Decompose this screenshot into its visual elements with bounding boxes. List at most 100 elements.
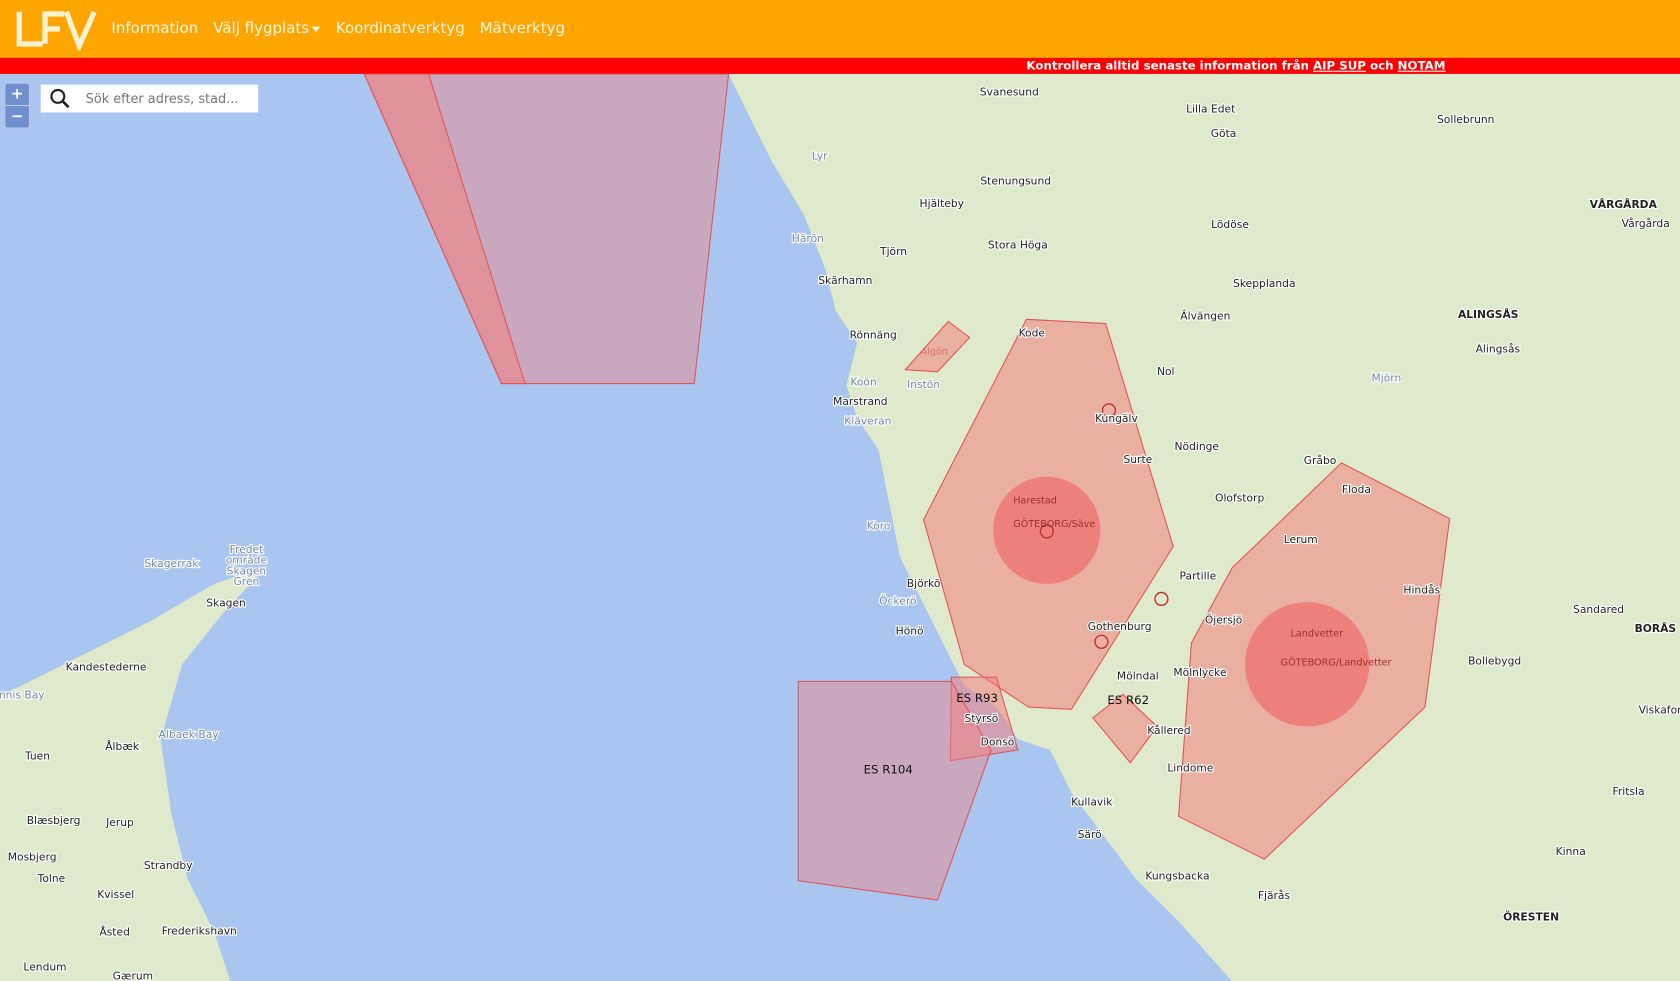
place-label: Floda (1342, 483, 1371, 496)
place-label: Stora Höga (988, 239, 1048, 252)
nav-information[interactable]: Information (111, 20, 199, 38)
place-label: Kållered (1147, 724, 1190, 737)
place-label: Härön (792, 232, 824, 245)
place-label: Fredet område Skagen Gren (226, 543, 268, 588)
place-label: Svanesund (980, 85, 1039, 98)
nav-coordinate-tool[interactable]: Koordinatverktyg (335, 20, 465, 38)
place-label: Albaek Bay (159, 728, 220, 741)
place-label: Lilla Edet (1186, 103, 1235, 116)
land-sweden (728, 73, 1680, 981)
place-label: Skepplanda (1233, 277, 1295, 290)
place-label: VÅRGÅRDA (1590, 198, 1658, 211)
place-label: Mölnlycke (1173, 666, 1227, 679)
place-label-line: Skagen (227, 564, 267, 577)
place-label: Ålbæk (105, 740, 140, 753)
heliport-icon (1039, 524, 1054, 539)
zoom-control: + − (4, 82, 31, 129)
land-denmark (0, 565, 268, 981)
place-label: Blæsbjerg (27, 814, 81, 827)
place-label: Nödinge (1175, 440, 1220, 453)
place-label: Öjersjö (1205, 614, 1242, 627)
place-label: ALINGSÅS (1458, 308, 1519, 321)
search-box (40, 84, 259, 113)
place-label: Skärhamn (818, 274, 872, 287)
place-label: Stenungsund (980, 174, 1051, 187)
place-label: Fjärås (1258, 889, 1291, 902)
map-canvas[interactable]: ES R93 ES R62 ES R104 GÖTEBORG/Säve GÖTEBORG… (0, 73, 1680, 981)
place-label: Mölndal (1117, 669, 1159, 682)
zone-algon[interactable] (904, 320, 971, 373)
warning-banner: Kontrollera alltid senaste information f… (0, 57, 1680, 74)
place-label: Alingsås (1476, 343, 1521, 356)
place-label-line: område (226, 554, 268, 567)
place-label: Åsted (99, 925, 129, 938)
lfv-logo[interactable] (13, 8, 97, 51)
place-label: Sandared (1573, 603, 1624, 616)
place-label: Mjörn (1372, 371, 1402, 384)
place-label: Kullavik (1071, 796, 1113, 809)
airspace-label: ES R62 (1107, 693, 1149, 707)
place-label: Surte (1123, 453, 1152, 466)
place-label: Hindås (1403, 584, 1440, 597)
place-label: Öckerö (879, 594, 916, 607)
place-label: Gærum (113, 969, 153, 981)
zone-es-r104[interactable] (797, 680, 992, 901)
heliport-icon (1094, 634, 1109, 649)
airspace-label: Harestad (1013, 496, 1057, 507)
save-atz[interactable] (993, 476, 1101, 584)
place-label: Tannis Bay (0, 689, 45, 702)
airspace-label: ES R104 (864, 763, 913, 777)
place-label: Jerup (105, 816, 134, 829)
place-label: Bollebygd (1468, 654, 1521, 667)
place-label: Tuen (24, 750, 50, 763)
aip-sup-link[interactable]: AIP SUP (1313, 58, 1366, 73)
place-label: Viskafors (1639, 704, 1680, 717)
zone-es-r62[interactable] (1092, 693, 1158, 764)
notam-link[interactable]: NOTAM (1397, 58, 1446, 73)
place-label: Lindome (1167, 761, 1213, 774)
warning-and: och (1365, 58, 1398, 73)
nav-select-airport[interactable]: Välj flygplats (213, 20, 321, 38)
landvetter-atz[interactable] (1245, 602, 1370, 727)
place-label: Marstrand (833, 395, 888, 408)
place-label: Tjörn (879, 245, 907, 258)
place-label: Fritsla (1613, 785, 1645, 798)
place-label: Lödöse (1211, 218, 1249, 231)
place-label: Lyr (812, 150, 828, 163)
heliport-icon (1154, 591, 1169, 607)
nav-select-airport-label: Välj flygplats (213, 20, 310, 38)
airspace-label: GÖTEBORG/Säve (1013, 517, 1095, 530)
place-label: BORÅS (1635, 622, 1677, 635)
warning-text: Kontrollera alltid senaste information f… (1026, 58, 1314, 73)
place-label: Nol (1157, 365, 1175, 378)
top-navbar: Information Välj flygplats Koordinatverk… (0, 0, 1680, 58)
airspace-label: Algön (921, 347, 948, 358)
place-label: Kandestederne (66, 661, 147, 674)
place-label: Kläveran (844, 414, 891, 427)
place-label: Lendum (23, 961, 66, 974)
place-label: Lerum (1284, 533, 1318, 546)
place-label: Instön (907, 378, 940, 391)
caret-down-icon (312, 26, 321, 32)
search-input[interactable] (83, 90, 249, 108)
place-label: Gråbo (1304, 454, 1337, 467)
place-label: Rönnäng (850, 329, 897, 342)
place-label: Göta (1211, 127, 1237, 140)
place-label: Sollebrunn (1437, 113, 1494, 126)
zoom-out-button[interactable]: − (5, 105, 29, 128)
airspace-label: ES R93 (956, 691, 998, 705)
zone-sea-strip[interactable] (363, 73, 526, 385)
place-label-line: Gren (234, 575, 260, 588)
zone-es-r93[interactable] (949, 676, 1019, 762)
nav-measure-tool[interactable]: Mätverktyg (479, 20, 565, 38)
place-label: Mosbjerg (8, 850, 57, 863)
zoom-in-button[interactable]: + (10, 85, 24, 103)
search-icon (50, 88, 70, 109)
place-label: Gothenburg (1088, 620, 1152, 633)
place-label: Björkö (907, 577, 941, 590)
place-label: Donsö (981, 736, 1015, 749)
place-label: Frederikshavn (162, 924, 237, 937)
airspace-label: Landvetter (1291, 628, 1344, 639)
heliport-icon (1101, 403, 1117, 418)
place-label: Skagen (206, 596, 246, 609)
